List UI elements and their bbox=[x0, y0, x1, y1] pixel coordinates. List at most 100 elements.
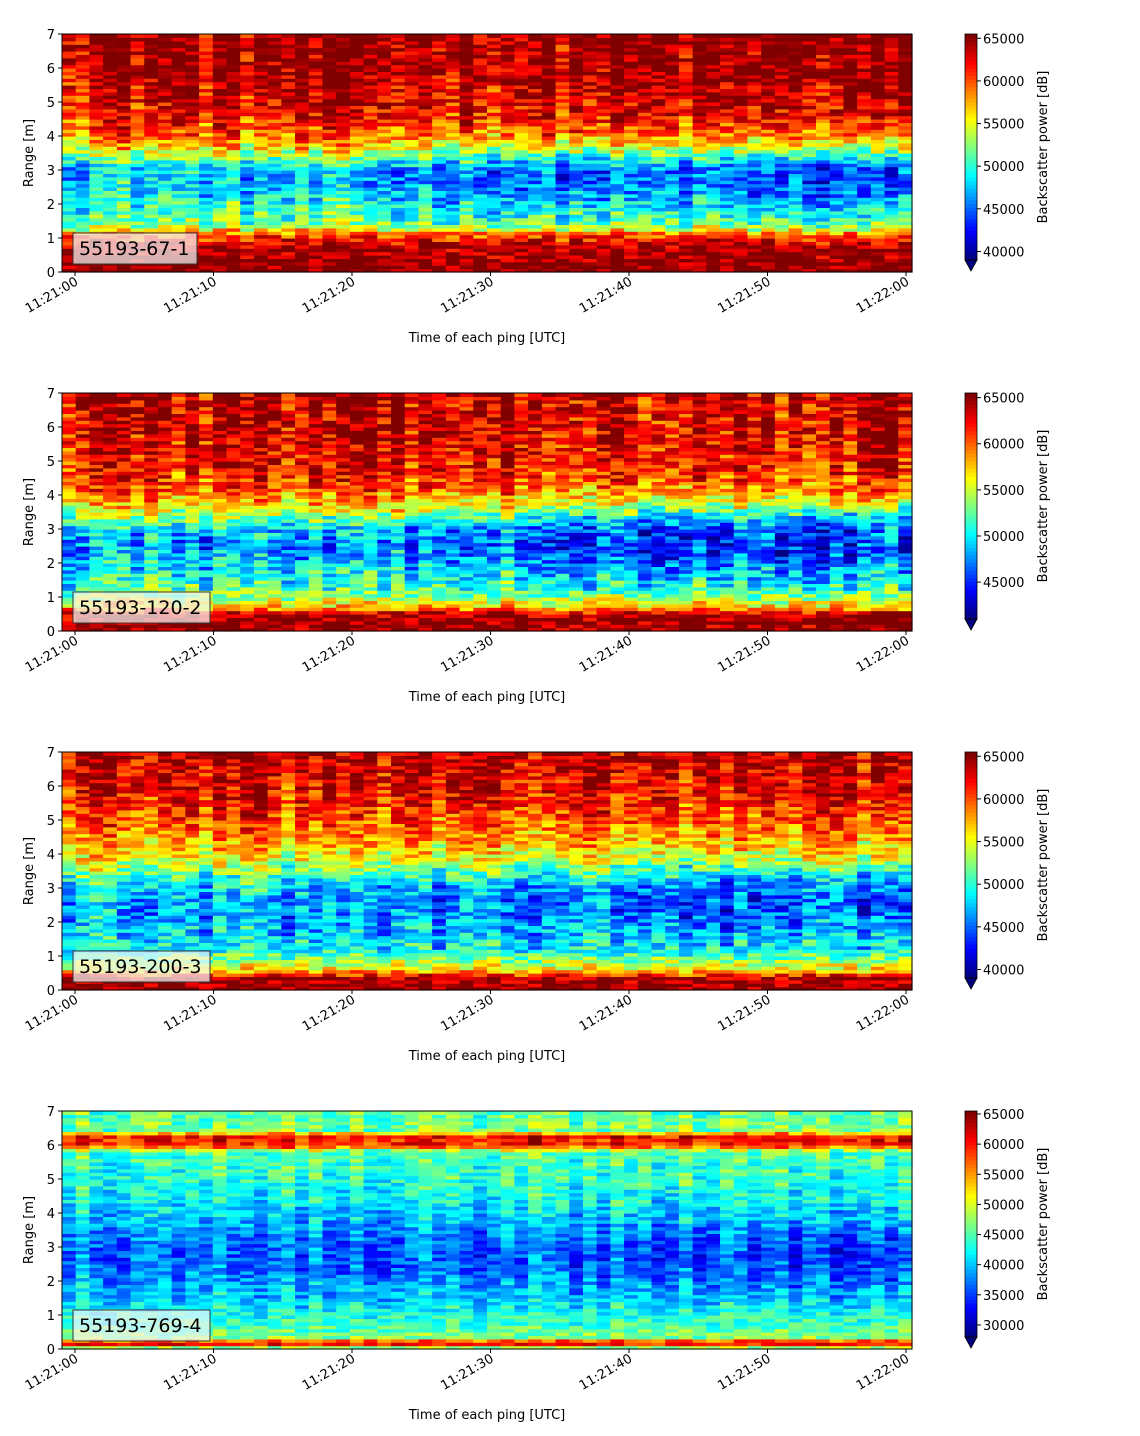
heatmap-cell bbox=[349, 234, 365, 239]
heatmap-cell bbox=[226, 85, 241, 89]
heatmap-cell bbox=[240, 261, 255, 266]
heatmap-cell bbox=[432, 214, 447, 219]
colorbar-segment bbox=[965, 207, 977, 212]
heatmap-cell bbox=[418, 153, 433, 157]
heatmap-cell bbox=[336, 105, 351, 110]
heatmap-cell bbox=[445, 255, 461, 259]
heatmap-cell bbox=[596, 227, 611, 232]
heatmap-cell bbox=[281, 221, 296, 225]
heatmap-cell bbox=[103, 47, 118, 52]
heatmap-cell bbox=[212, 197, 228, 202]
heatmap-cell bbox=[295, 85, 310, 89]
heatmap-cell bbox=[555, 142, 570, 147]
heatmap-cell bbox=[720, 251, 735, 256]
heatmap-cell bbox=[171, 88, 186, 93]
heatmap-cell bbox=[582, 265, 598, 270]
heatmap-cell bbox=[569, 166, 584, 171]
heatmap-cell bbox=[843, 34, 858, 38]
heatmap-cell bbox=[226, 78, 241, 83]
heatmap-cell bbox=[528, 34, 543, 38]
y-tick-label: 0 bbox=[47, 266, 55, 281]
heatmap-cell bbox=[116, 91, 132, 96]
heatmap-cell bbox=[788, 159, 803, 164]
heatmap-cell bbox=[322, 261, 337, 266]
heatmap-cell bbox=[62, 81, 77, 86]
heatmap-cell bbox=[870, 217, 886, 222]
heatmap-cell bbox=[89, 102, 104, 106]
heatmap-cell bbox=[678, 183, 694, 188]
heatmap-cell bbox=[418, 244, 433, 249]
heatmap-cell bbox=[459, 132, 474, 137]
heatmap-cell bbox=[267, 61, 282, 66]
heatmap-cell bbox=[761, 251, 776, 256]
heatmap-cell bbox=[89, 170, 104, 174]
colorbar-segment bbox=[965, 150, 977, 156]
heatmap-cell bbox=[199, 197, 214, 202]
heatmap-cell bbox=[240, 265, 255, 270]
heatmap-cell bbox=[432, 91, 447, 96]
heatmap-cell bbox=[404, 142, 420, 147]
heatmap-cell bbox=[226, 204, 241, 208]
heatmap-cell bbox=[103, 64, 118, 69]
heatmap-cell bbox=[62, 156, 77, 161]
heatmap-cell bbox=[75, 204, 91, 208]
heatmap-cell bbox=[336, 81, 351, 86]
heatmap-cell bbox=[240, 132, 255, 137]
heatmap-cell bbox=[418, 51, 433, 55]
heatmap-cell bbox=[665, 159, 680, 164]
heatmap-cell bbox=[185, 129, 200, 134]
heatmap-cell bbox=[747, 210, 762, 215]
heatmap-cell bbox=[199, 44, 214, 49]
heatmap-cell bbox=[541, 210, 557, 215]
heatmap-cell bbox=[349, 173, 365, 178]
heatmap-cell bbox=[144, 471, 159, 476]
heatmap-cell bbox=[774, 183, 790, 188]
heatmap-cell bbox=[75, 68, 91, 72]
heatmap-cell bbox=[199, 64, 214, 69]
heatmap-cell bbox=[62, 420, 77, 425]
heatmap-cell bbox=[116, 210, 132, 215]
colorbar-segment bbox=[965, 162, 977, 167]
heatmap-cell bbox=[267, 244, 282, 249]
heatmap-cell bbox=[226, 102, 241, 106]
heatmap-cell bbox=[171, 71, 186, 76]
heatmap-cell bbox=[829, 149, 845, 154]
heatmap-cell bbox=[157, 265, 173, 270]
heatmap-cell bbox=[528, 132, 543, 137]
heatmap-cell bbox=[226, 81, 241, 86]
heatmap-cell bbox=[103, 176, 118, 181]
heatmap-cell bbox=[267, 122, 282, 127]
heatmap-cell bbox=[432, 234, 447, 239]
heatmap-cell bbox=[788, 234, 803, 239]
heatmap-cell bbox=[706, 176, 721, 181]
heatmap-cell bbox=[500, 227, 516, 232]
heatmap-cell bbox=[747, 183, 762, 188]
heatmap-cell bbox=[144, 78, 159, 83]
heatmap-cell bbox=[363, 241, 378, 246]
heatmap-cell bbox=[363, 221, 378, 225]
heatmap-cell bbox=[130, 170, 145, 174]
heatmap-cell bbox=[240, 119, 255, 123]
heatmap-cell bbox=[432, 125, 447, 130]
heatmap-cell bbox=[322, 40, 337, 45]
heatmap-cell bbox=[391, 163, 406, 168]
heatmap-cell bbox=[240, 146, 255, 151]
heatmap-cell bbox=[363, 68, 378, 72]
heatmap-cell bbox=[774, 149, 790, 154]
heatmap-cell bbox=[267, 40, 282, 45]
heatmap-cell bbox=[322, 258, 337, 263]
heatmap-cell bbox=[569, 265, 584, 270]
heatmap-cell bbox=[418, 71, 433, 76]
heatmap-cell bbox=[75, 227, 91, 232]
heatmap-cell bbox=[157, 122, 173, 127]
heatmap-cell bbox=[75, 153, 91, 157]
heatmap-cell bbox=[212, 125, 228, 130]
heatmap-cell bbox=[103, 119, 118, 123]
heatmap-cell bbox=[363, 71, 378, 76]
heatmap-cell bbox=[432, 224, 447, 229]
heatmap-cell bbox=[281, 170, 296, 174]
heatmap-cell bbox=[212, 244, 228, 249]
heatmap-cell bbox=[144, 176, 159, 181]
heatmap-cell bbox=[253, 95, 269, 100]
heatmap-cell bbox=[240, 227, 255, 232]
